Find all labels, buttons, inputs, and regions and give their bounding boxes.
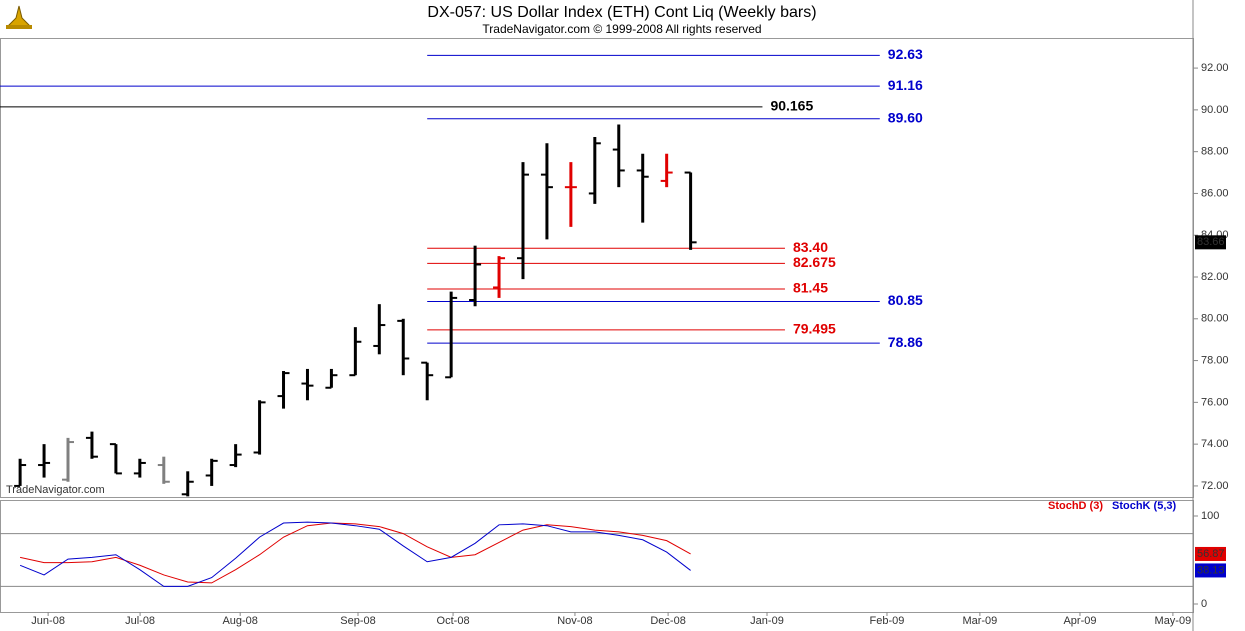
chart-title: DX-057: US Dollar Index (ETH) Cont Liq (… (427, 4, 816, 21)
y-tick-label: 86.00 (1201, 187, 1229, 199)
x-tick-label: Jan-09 (750, 615, 784, 627)
y-tick-label: 88.00 (1201, 146, 1229, 158)
level-label: 81.45 (793, 280, 828, 296)
level-label: 92.63 (888, 46, 923, 62)
level-label: 79.495 (793, 321, 836, 337)
legend-label: StochD (3) (1048, 500, 1103, 512)
level-label: 78.86 (888, 334, 923, 350)
y-tick-label: 90.00 (1201, 104, 1229, 116)
y-tick-label: 0 (1201, 598, 1207, 610)
y-tick-label: 76.00 (1201, 396, 1229, 408)
level-label: 83.40 (793, 239, 828, 255)
last-value-box (1195, 546, 1226, 561)
y-tick-label: 82.00 (1201, 271, 1229, 283)
x-tick-label: Sep-08 (340, 615, 375, 627)
x-tick-label: Mar-09 (962, 615, 997, 627)
level-label: 91.16 (888, 77, 923, 93)
level-label: 90.165 (770, 98, 813, 114)
x-tick-label: Apr-09 (1063, 615, 1096, 627)
y-tick-label: 72.00 (1201, 480, 1229, 492)
last-value-box (1195, 563, 1226, 578)
chart-subtitle: TradeNavigator.com © 1999-2008 All right… (482, 22, 761, 36)
x-tick-label: Jun-08 (31, 615, 65, 627)
watermark: TradeNavigator.com (6, 484, 105, 496)
logo (4, 4, 34, 30)
y-tick-label: 100 (1201, 510, 1219, 522)
stoch-line (20, 522, 691, 584)
last-value-label: 56.87 (1197, 548, 1225, 560)
x-tick-label: May-09 (1155, 615, 1192, 627)
last-value-label: 38.13 (1197, 564, 1225, 576)
legend-label: StochK (5,3) (1112, 500, 1177, 512)
y-tick-label: 74.00 (1201, 438, 1229, 450)
y-tick-label: 80.00 (1201, 313, 1229, 325)
last-price-label: 83.66 (1197, 236, 1225, 248)
x-tick-label: Nov-08 (557, 615, 592, 627)
x-tick-label: Feb-09 (870, 615, 905, 627)
x-tick-label: Oct-08 (437, 615, 470, 627)
y-tick-label: 92.00 (1201, 62, 1229, 74)
x-tick-label: Aug-08 (222, 615, 257, 627)
y-tick-label: 78.00 (1201, 354, 1229, 366)
last-price-box (1195, 235, 1226, 250)
level-label: 82.675 (793, 254, 836, 270)
x-tick-label: Jul-08 (125, 615, 155, 627)
level-label: 80.85 (888, 292, 923, 308)
level-label: 89.60 (888, 109, 923, 125)
x-tick-label: Dec-08 (650, 615, 685, 627)
stoch-line (19, 521, 691, 587)
